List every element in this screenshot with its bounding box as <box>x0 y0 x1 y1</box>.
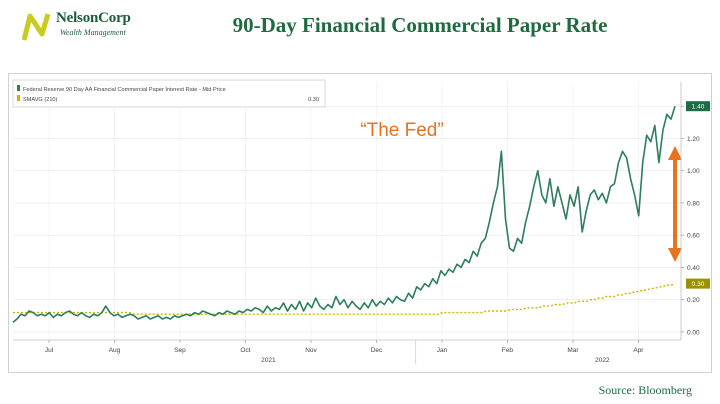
x-tick-label: Apr <box>633 347 644 354</box>
chart-panel: Federal Reserve 90 Day AA Financial Comm… <box>8 73 712 373</box>
fed-arrow <box>668 146 682 262</box>
legend-box <box>12 79 326 108</box>
fed-arrow-head-down <box>668 248 682 262</box>
legend-value-smavg: 0.30 <box>308 97 319 103</box>
last-value-badge-smavg <box>686 278 710 289</box>
legend-swatch-smavg <box>17 95 20 101</box>
chart-svg: Federal Reserve 90 Day AA Financial Comm… <box>12 79 710 364</box>
y-tick-label: 1.00 <box>687 168 700 175</box>
fed-annotation: “The Fed” <box>360 120 443 141</box>
series-rate-line <box>12 105 676 323</box>
x-tick-label: Aug <box>109 347 121 354</box>
fed-arrow-head-up <box>668 146 682 160</box>
y-tick-label: 0.80 <box>687 200 700 207</box>
x-tick-label: Sep <box>174 347 186 354</box>
y-tick-label: 0.60 <box>687 233 700 240</box>
legend-label-rate: Federal Reserve 90 Day AA Financial Comm… <box>23 87 226 93</box>
page-title: 90-Day Financial Commercial Paper Rate <box>232 13 608 37</box>
last-value-text-rate: 1.40 <box>692 104 705 111</box>
chart-legend: Federal Reserve 90 Day AA Financial Comm… <box>12 79 326 108</box>
logo-n-mark <box>22 13 51 41</box>
x-tick-label: Jan <box>437 347 448 354</box>
y-tick-label: 1.20 <box>687 136 700 143</box>
x-axis: Jul Aug Sep Oct Nov Dec Jan Feb Mar Apr 2021 2022 <box>13 339 681 364</box>
y-tick-label: 0.20 <box>687 297 700 304</box>
x-tick-label: Feb <box>502 347 514 354</box>
source-note: Source: Bloomberg <box>598 383 692 397</box>
x-tick-label: Nov <box>305 347 317 354</box>
y-tick-label: 0.40 <box>687 265 700 272</box>
x-tick-label: Dec <box>371 347 383 354</box>
x-tick-label: Mar <box>567 347 579 354</box>
logo-subtitle: Wealth Management <box>60 28 126 37</box>
legend-label-smavg: SMAVG (210) <box>23 97 58 103</box>
legend-swatch-rate <box>17 85 20 91</box>
last-value-text-smavg: 0.30 <box>692 281 705 288</box>
y-tick-label: 0.00 <box>687 329 700 336</box>
last-value-badges: 1.40 0.30 <box>686 101 710 289</box>
last-value-badge-rate <box>686 101 710 112</box>
x-year-label: 2021 <box>261 357 276 364</box>
x-year-label: 2022 <box>595 357 610 364</box>
logo-name: NelsonCorp <box>56 10 131 26</box>
logo: NelsonCorp Wealth Management <box>22 10 152 44</box>
y-axis: 0.000.200.400.600.801.001.201.40 <box>680 82 700 340</box>
x-tick-label: Oct <box>240 347 250 354</box>
x-tick-label: Jul <box>45 347 54 354</box>
